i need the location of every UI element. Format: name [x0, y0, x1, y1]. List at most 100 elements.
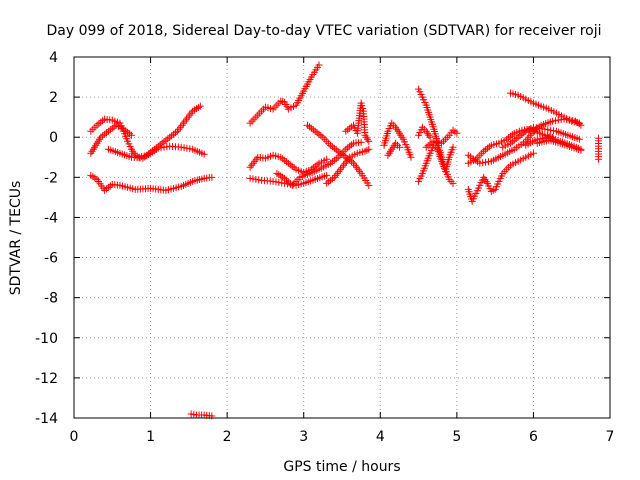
y-tick-label: -10	[35, 331, 58, 347]
chart-title: Day 099 of 2018, Sidereal Day-to-day VTE…	[46, 23, 601, 39]
data-point	[332, 155, 340, 163]
data-point	[281, 156, 289, 164]
x-tick-label: 7	[606, 429, 615, 445]
data-point	[407, 153, 415, 161]
x-axis-label: GPS time / hours	[283, 459, 400, 475]
data-point	[305, 123, 313, 131]
data-point	[99, 117, 107, 125]
data-point	[327, 176, 335, 184]
data-point	[104, 183, 112, 191]
data-point	[95, 120, 103, 128]
data-point	[323, 171, 331, 179]
data-point	[288, 162, 296, 170]
data-point	[338, 150, 346, 158]
data-point	[538, 125, 546, 133]
data-point	[304, 121, 312, 129]
data-point	[453, 129, 461, 137]
data-point	[365, 181, 373, 189]
data-point	[307, 124, 315, 132]
data-point	[311, 127, 319, 135]
x-tick-label: 6	[529, 429, 538, 445]
data-point	[547, 126, 555, 134]
data-point	[166, 133, 174, 141]
data-point	[104, 127, 112, 135]
data-points	[87, 61, 603, 420]
data-point	[482, 158, 490, 166]
data-point	[484, 158, 492, 166]
data-point	[348, 141, 356, 149]
data-point	[171, 129, 179, 137]
grid-lines	[74, 57, 610, 418]
data-point	[278, 179, 286, 187]
data-point	[328, 175, 336, 183]
x-tick-label: 4	[376, 429, 385, 445]
data-point	[154, 144, 162, 152]
y-tick-label: -12	[35, 371, 58, 387]
y-tick-label: -8	[44, 291, 58, 307]
data-point	[489, 186, 497, 194]
data-point	[451, 128, 459, 136]
data-point	[252, 175, 260, 183]
data-point	[183, 144, 191, 152]
y-axis-label: SDTVAR / TECUs	[8, 181, 24, 296]
y-tick-label: 4	[49, 50, 58, 66]
y-tick-label: -2	[44, 170, 58, 186]
data-point	[127, 131, 135, 139]
data-point	[332, 146, 340, 154]
data-point	[348, 123, 356, 131]
data-point	[535, 124, 543, 132]
data-point	[363, 146, 371, 154]
data-point	[365, 137, 373, 145]
data-point	[269, 177, 277, 185]
data-point	[186, 145, 194, 153]
x-tick-label: 5	[452, 429, 461, 445]
data-point	[536, 135, 544, 143]
data-point	[544, 126, 552, 134]
data-point	[170, 130, 178, 138]
data-point	[99, 132, 107, 140]
data-point	[449, 179, 457, 187]
data-point	[164, 135, 172, 143]
data-point	[97, 118, 105, 126]
data-point	[284, 159, 292, 167]
data-point	[575, 119, 583, 127]
x-tick-label: 0	[70, 429, 79, 445]
data-point	[482, 146, 490, 154]
plot-frame	[73, 56, 611, 419]
data-point	[541, 125, 549, 133]
data-point	[325, 178, 333, 186]
data-point	[575, 135, 583, 143]
data-point	[317, 132, 325, 140]
data-point	[309, 126, 317, 134]
y-tick-label: -4	[44, 210, 58, 226]
data-point	[330, 156, 338, 164]
y-tick-label: -6	[44, 251, 58, 267]
data-point	[595, 155, 603, 163]
data-point	[342, 127, 350, 135]
data-point	[323, 179, 331, 187]
data-point	[323, 155, 331, 163]
data-point	[103, 129, 111, 137]
data-point	[426, 133, 434, 141]
data-point	[532, 124, 540, 132]
data-point	[282, 158, 290, 166]
data-point	[529, 123, 537, 131]
data-point	[177, 143, 185, 151]
data-point	[101, 130, 109, 138]
data-point	[180, 144, 188, 152]
data-point	[365, 145, 373, 153]
x-tick-label: 1	[146, 429, 155, 445]
data-point	[208, 173, 216, 181]
y-tick-label: 0	[49, 130, 58, 146]
data-point	[483, 144, 491, 152]
data-point	[550, 127, 558, 135]
data-point	[328, 143, 336, 151]
data-point	[313, 129, 321, 137]
data-point	[344, 144, 352, 152]
data-point	[479, 159, 487, 167]
data-point	[108, 124, 116, 132]
data-point	[249, 175, 257, 183]
data-point	[476, 159, 484, 167]
data-point	[315, 130, 323, 138]
